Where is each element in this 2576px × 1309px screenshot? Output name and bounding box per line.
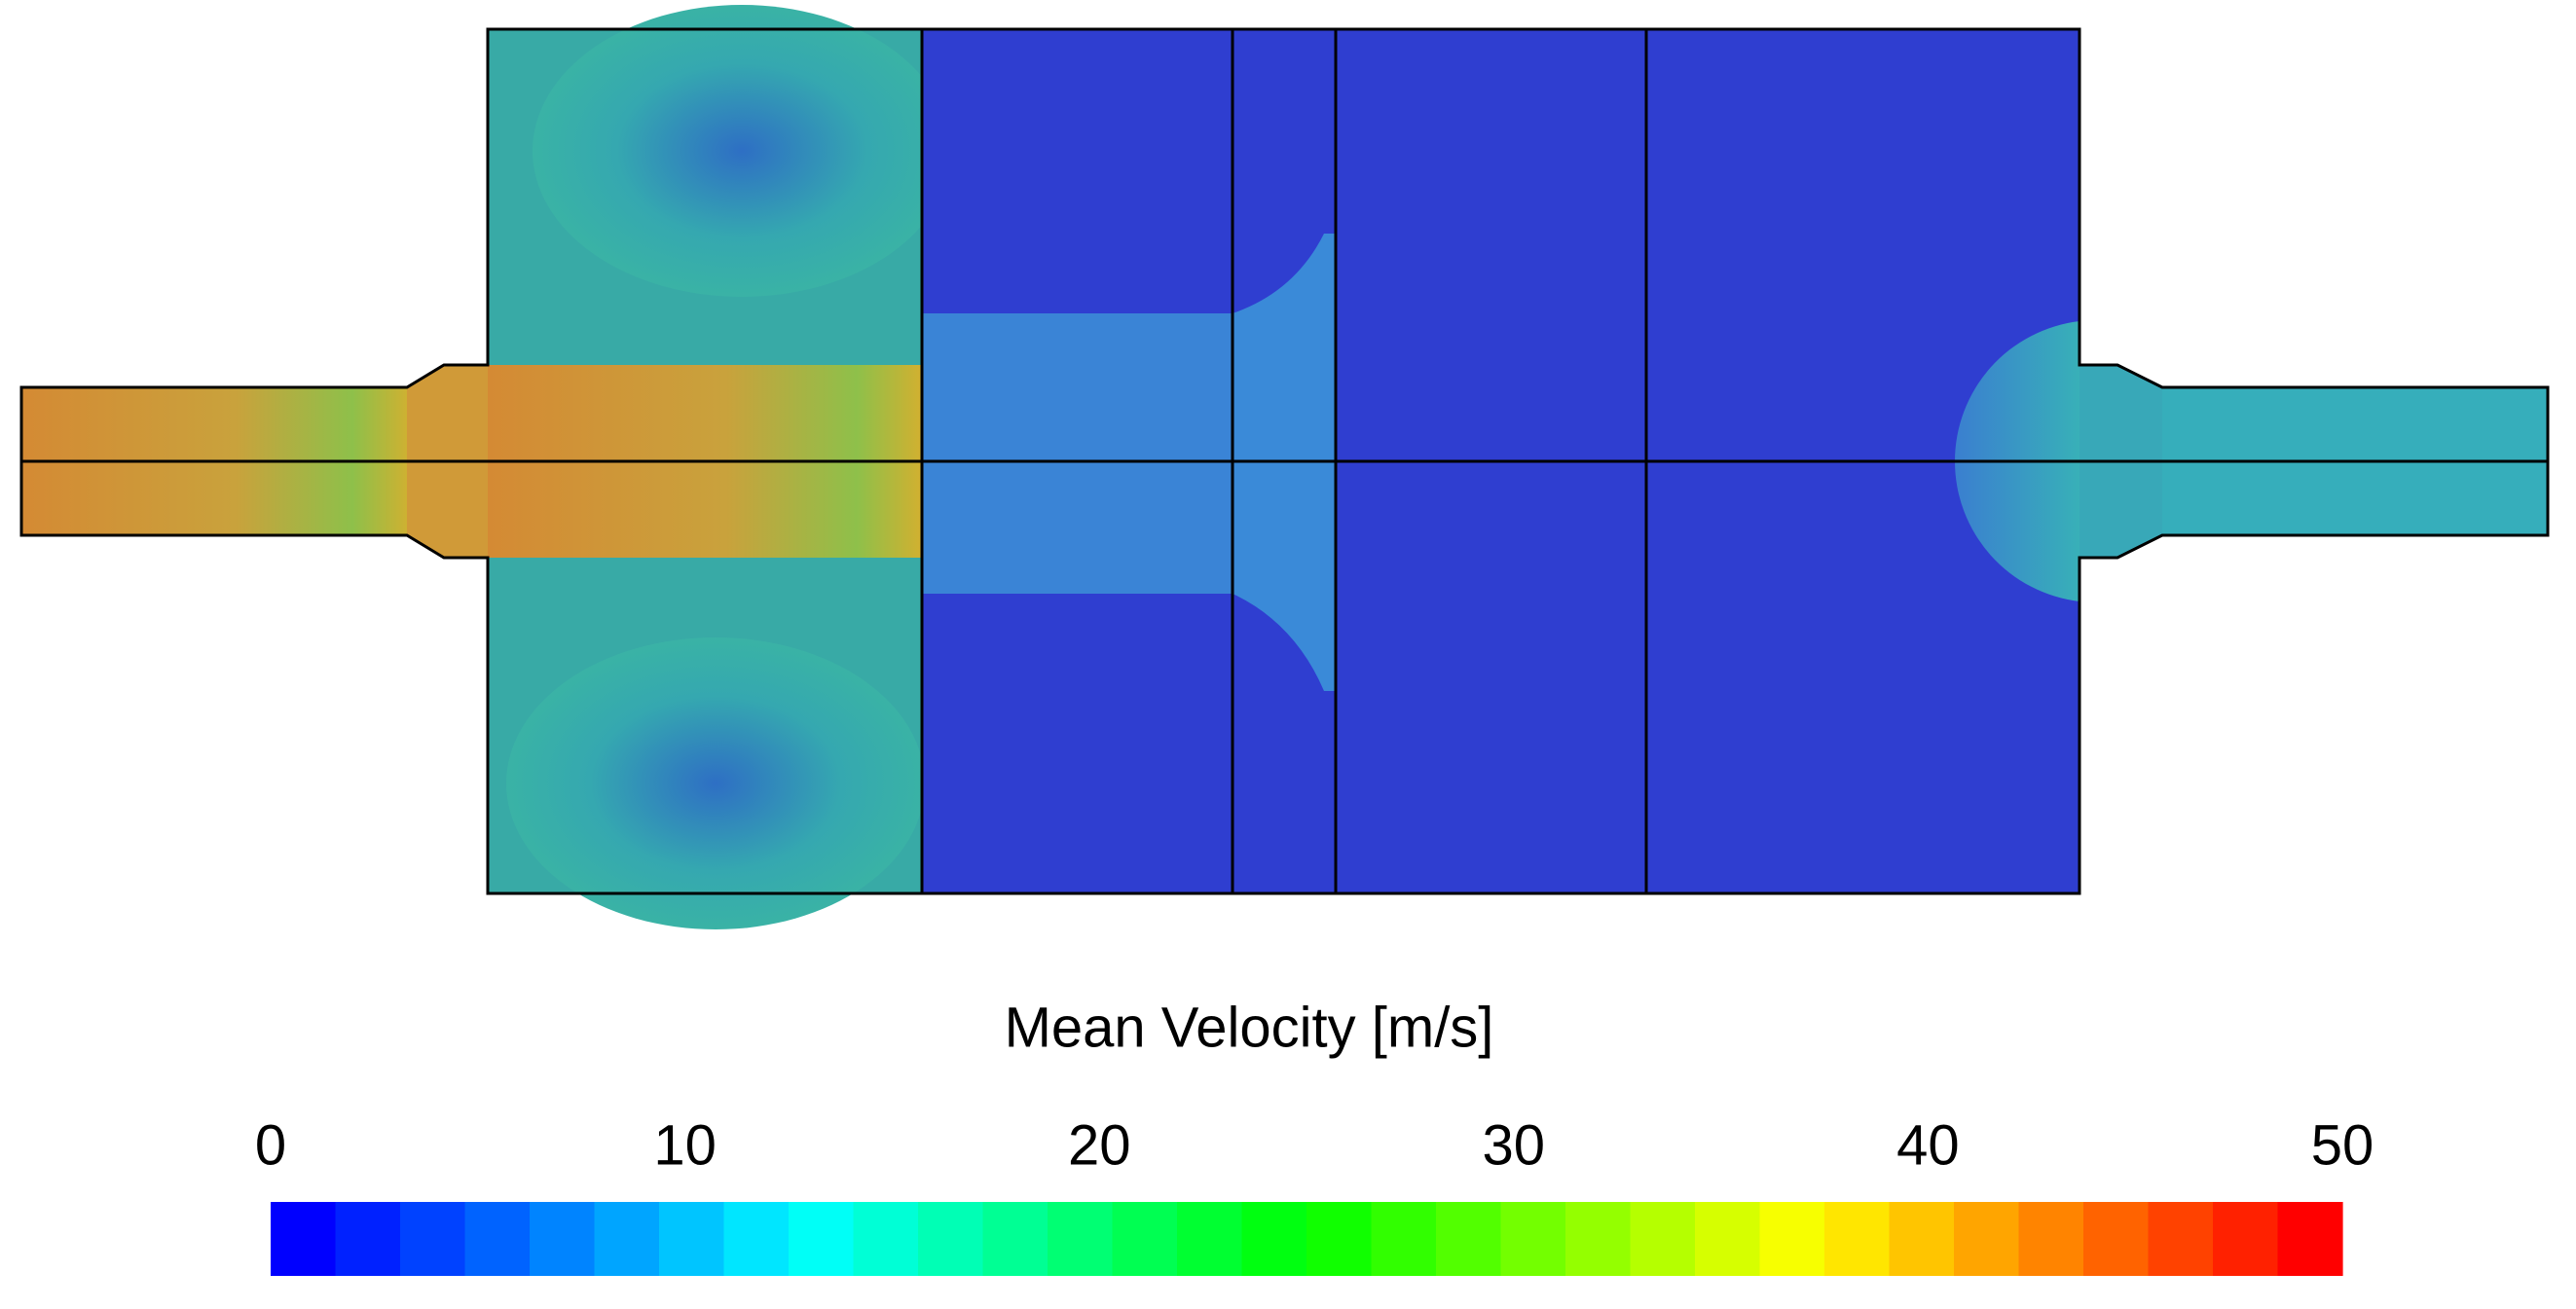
colorbar-segment [1759,1202,1825,1276]
colorbar-segment [1889,1202,1955,1276]
colorbar-segment [2148,1202,2214,1276]
tick-label: 30 [1483,1113,1546,1177]
vortex [506,637,925,929]
colorbar-segment [530,1202,596,1276]
colorbar-segment [400,1202,466,1276]
colorbar-segment [1436,1202,1502,1276]
colorbar-segment [1112,1202,1178,1276]
colorbar-segment [853,1202,919,1276]
colorbar-segment [335,1202,401,1276]
colorbar-segment [2277,1202,2343,1276]
colorbar-segment [2213,1202,2279,1276]
tick-label: 10 [653,1113,717,1177]
colorbar-segment [1824,1202,1891,1276]
colorbar-segment [1177,1202,1243,1276]
colorbar-segment [789,1202,855,1276]
colorbar-segment [918,1202,984,1276]
jet-spread [922,313,1233,594]
colorbar-segment [723,1202,790,1276]
colorbar-segment [1565,1202,1632,1276]
colorbar-segment [271,1202,337,1276]
colorbar-segment [1371,1202,1437,1276]
outline [19,27,2550,895]
domain-outline [19,27,2550,895]
colorbar-segment [464,1202,531,1276]
flow-field [21,5,2548,929]
colorbar-segment [594,1202,660,1276]
colorbar-segment [1048,1202,1114,1276]
vortex [533,5,951,297]
tick-label: 20 [1068,1113,1131,1177]
colorbar-segment [1241,1202,1307,1276]
colorbar-segment [1306,1202,1373,1276]
colorbar-segment [2083,1202,2150,1276]
tick-label: 40 [1896,1113,1960,1177]
colorbar-segment [1500,1202,1566,1276]
colorbar-segment [1630,1202,1696,1276]
colorbar-title: Mean Velocity [m/s] [1005,996,1494,1059]
colorbar-segment [1954,1202,2020,1276]
colorbar-segment [982,1202,1049,1276]
tick-label: 50 [2311,1113,2374,1177]
colorbar-segment [2018,1202,2084,1276]
tick-label: 0 [255,1113,286,1177]
colorbar-segment [659,1202,725,1276]
colorbar-segment [1695,1202,1761,1276]
colorbar: 0 10 20 30 40 50 [255,1113,2374,1276]
